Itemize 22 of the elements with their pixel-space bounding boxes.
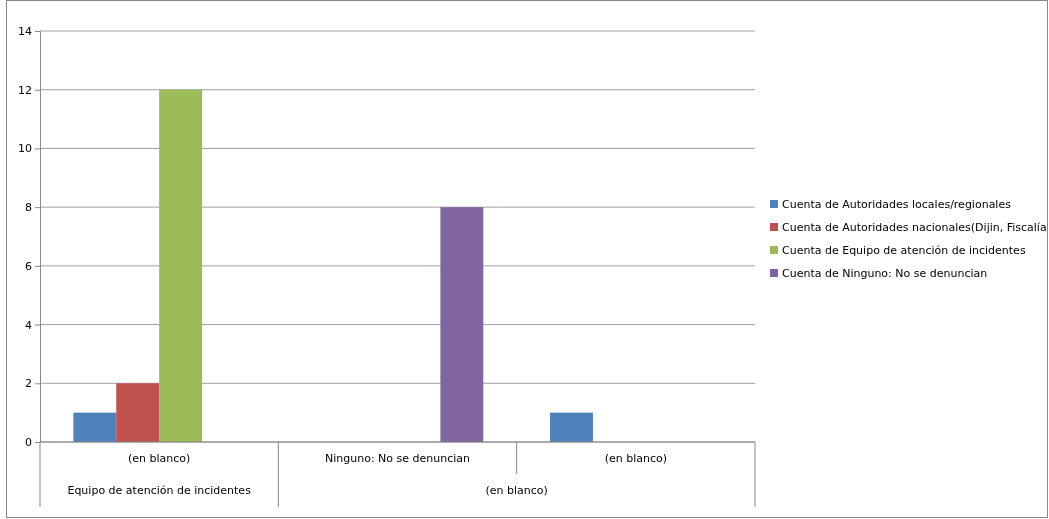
bar bbox=[116, 383, 160, 442]
y-tick-label: 8 bbox=[25, 201, 32, 215]
legend-label: Cuenta de Equipo de atención de incidentes bbox=[782, 244, 1026, 257]
y-tick-label: 4 bbox=[25, 318, 32, 332]
y-tick-label: 0 bbox=[25, 436, 32, 450]
bar bbox=[440, 207, 484, 442]
x-tick-label: (en blanco) bbox=[127, 452, 191, 465]
legend-label: Cuenta de Autoridades locales/regionales bbox=[782, 198, 1012, 211]
y-tick-label: 14 bbox=[18, 25, 32, 39]
bar bbox=[73, 412, 117, 442]
bar bbox=[159, 89, 203, 442]
x-tick-label: Ninguno: No se denuncian bbox=[324, 452, 471, 465]
y-tick-label: 10 bbox=[18, 142, 32, 156]
x-tick-label: (en blanco) bbox=[604, 452, 668, 465]
text: (en blanco) bbox=[485, 484, 548, 497]
y-tick-label: 2 bbox=[25, 377, 32, 391]
y-tick-label: 6 bbox=[25, 259, 32, 273]
bar bbox=[550, 412, 593, 442]
y-tick-label: 12 bbox=[18, 83, 32, 97]
legend-label: Cuenta de Ninguno: No se denuncian bbox=[782, 267, 988, 280]
text: Equipo de atención de incidentes bbox=[67, 484, 252, 497]
legend-label: Cuenta de Autoridades nacionales(Dijin, Fiscalía bbox=[782, 221, 1047, 234]
